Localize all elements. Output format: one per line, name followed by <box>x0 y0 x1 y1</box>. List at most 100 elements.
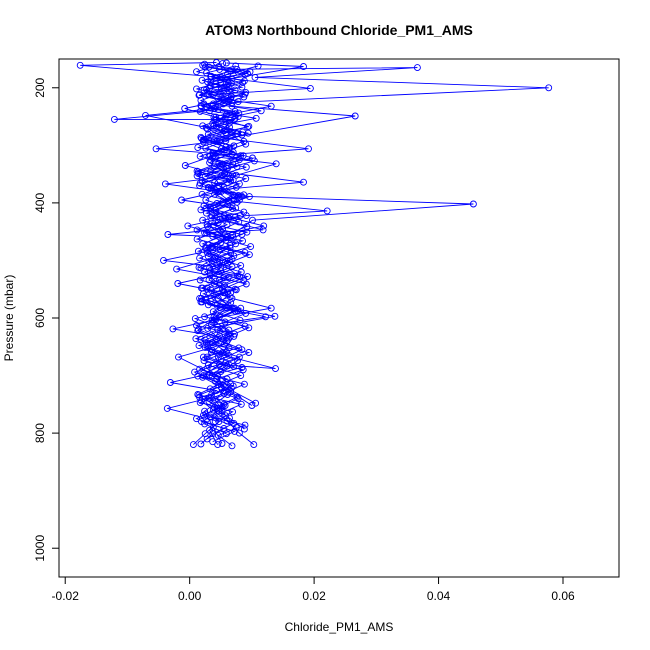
series-line <box>203 67 549 445</box>
data-point <box>173 265 181 273</box>
data-point <box>209 149 217 157</box>
data-point <box>230 252 238 260</box>
data-point <box>227 233 235 241</box>
data-point <box>219 96 227 104</box>
data-point <box>228 442 236 450</box>
data-point <box>240 77 248 85</box>
data-point <box>351 112 359 120</box>
data-point <box>259 226 267 234</box>
data-point <box>235 156 243 164</box>
data-point <box>239 366 247 374</box>
data-series <box>192 62 251 438</box>
x-axis: -0.02 0.00 0.02 0.04 0.06 <box>52 576 575 603</box>
data-point <box>201 313 209 321</box>
data-point <box>201 336 209 344</box>
data-point <box>238 131 246 139</box>
data-point <box>305 145 312 153</box>
data-point <box>235 218 243 226</box>
data-point <box>227 176 235 184</box>
data-point <box>205 398 213 405</box>
data-point <box>230 362 238 370</box>
data-point <box>239 79 247 87</box>
data-point <box>245 349 253 356</box>
data-point <box>219 100 227 108</box>
data-point <box>248 402 256 409</box>
data-point <box>195 342 203 350</box>
data-point <box>232 423 240 431</box>
data-point <box>216 276 223 284</box>
series-line <box>145 66 255 447</box>
series-line <box>80 62 356 444</box>
data-point <box>204 130 212 138</box>
data-point <box>196 254 204 262</box>
data-point <box>235 109 243 117</box>
y-tick-label: 400 <box>33 193 47 213</box>
data-point <box>235 344 243 352</box>
data-point <box>196 276 204 284</box>
data-point <box>240 380 248 388</box>
data-point <box>237 268 245 276</box>
data-point <box>214 441 222 449</box>
data-point <box>207 73 215 81</box>
data-point <box>250 441 258 449</box>
data-point <box>169 325 177 333</box>
data-point <box>197 102 205 110</box>
data-point <box>194 247 202 255</box>
data-point <box>193 226 201 234</box>
data-point <box>175 353 182 361</box>
data-point <box>174 280 182 287</box>
data-point <box>214 431 222 439</box>
data-point <box>201 420 209 428</box>
data-point <box>206 413 214 421</box>
data-point <box>219 225 227 233</box>
series-line <box>194 65 250 435</box>
data-point <box>235 353 243 361</box>
data-point <box>240 425 248 433</box>
data-point <box>323 207 331 215</box>
data-point <box>242 175 250 183</box>
data-point <box>220 183 228 191</box>
data-point <box>267 102 275 110</box>
data-series <box>200 64 553 449</box>
data-point <box>196 393 204 401</box>
data-point <box>161 180 169 188</box>
data-point <box>241 90 249 98</box>
data-point <box>219 256 227 264</box>
data-point <box>203 435 211 443</box>
data-point <box>227 384 235 392</box>
data-point <box>245 122 253 130</box>
data-point <box>230 142 238 150</box>
data-point <box>204 343 212 351</box>
data-point <box>221 281 228 289</box>
data-point <box>163 404 171 412</box>
data-point <box>210 113 218 121</box>
data-point <box>237 304 245 312</box>
y-axis: 200 400 600 800 1000 <box>33 77 60 562</box>
data-point <box>234 68 242 76</box>
data-point <box>247 243 255 251</box>
y-tick-label: 1000 <box>33 535 47 562</box>
data-point <box>239 237 247 245</box>
data-point <box>229 408 237 416</box>
data-series <box>193 63 250 431</box>
data-point <box>226 244 234 252</box>
x-axis-label: Chloride_PM1_AMS <box>285 620 394 634</box>
data-point <box>204 125 212 133</box>
data-point <box>208 260 216 268</box>
data-point <box>213 375 221 383</box>
data-point <box>207 167 215 175</box>
data-point <box>178 196 186 204</box>
data-point <box>184 222 192 230</box>
data-point <box>545 84 553 92</box>
data-point <box>237 262 245 270</box>
data-point <box>254 62 262 70</box>
x-tick-label: 0.00 <box>178 589 202 603</box>
data-point <box>224 259 232 267</box>
data-point <box>201 63 209 71</box>
data-point <box>203 209 210 217</box>
data-point <box>216 246 224 253</box>
data-point <box>205 184 213 192</box>
data-point <box>216 313 223 321</box>
data-point <box>237 152 245 160</box>
